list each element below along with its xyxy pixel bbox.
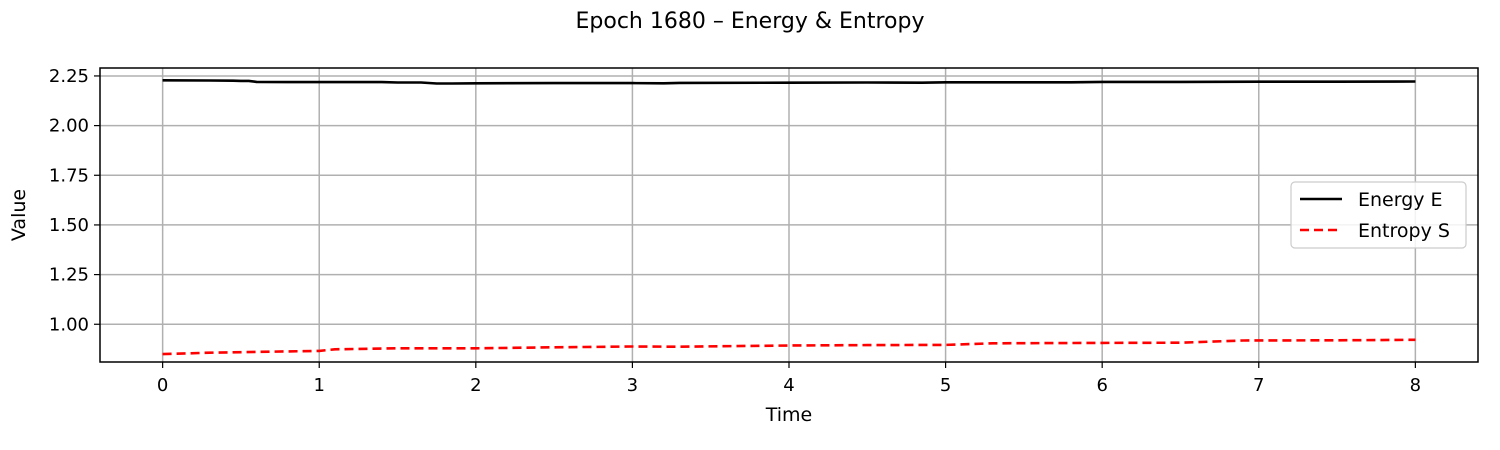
- axis-ticks: 0 1 2 3 4 5 6 7 8 1.00 1.25 1.50 1.75 2.00 2.25: [49, 66, 1421, 396]
- grid: [100, 68, 1478, 362]
- y-tick-label: 1.00: [49, 314, 89, 335]
- x-tick-label: 0: [157, 375, 168, 396]
- x-tick-label: 1: [314, 375, 325, 396]
- legend-label-entropy: Entropy S: [1358, 220, 1450, 242]
- chart-title: Epoch 1680 – Energy & Entropy: [576, 9, 925, 34]
- y-tick-label: 1.75: [49, 165, 89, 186]
- y-axis-label: Value: [8, 189, 30, 241]
- y-tick-label: 1.25: [49, 265, 89, 286]
- x-tick-label: 6: [1096, 375, 1107, 396]
- series-layer: [162, 79, 1416, 356]
- y-tick-label: 2.25: [49, 66, 89, 87]
- x-tick-label: 7: [1253, 375, 1264, 396]
- legend-label-energy: Energy E: [1358, 189, 1443, 211]
- x-tick-label: 3: [627, 375, 638, 396]
- series-line-energy: [162, 79, 1416, 85]
- x-tick-label: 5: [940, 375, 951, 396]
- y-tick-label: 2.00: [49, 116, 89, 137]
- x-tick-label: 8: [1410, 375, 1421, 396]
- legend: Energy E Entropy S: [1290, 181, 1467, 249]
- y-tick-label: 1.50: [49, 215, 89, 236]
- series-line-entropy: [162, 338, 1416, 356]
- x-tick-label: 2: [470, 375, 481, 396]
- x-axis-label: Time: [765, 404, 813, 426]
- x-tick-label: 4: [783, 375, 794, 396]
